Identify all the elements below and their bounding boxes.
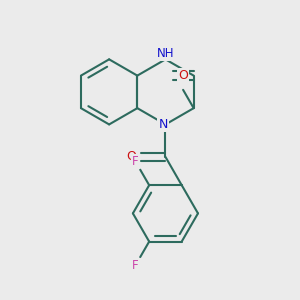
- Text: O: O: [178, 69, 188, 82]
- Text: N: N: [158, 118, 168, 131]
- Text: F: F: [132, 259, 139, 272]
- Text: F: F: [132, 155, 139, 168]
- Text: NH: NH: [157, 47, 174, 60]
- Text: O: O: [126, 151, 136, 164]
